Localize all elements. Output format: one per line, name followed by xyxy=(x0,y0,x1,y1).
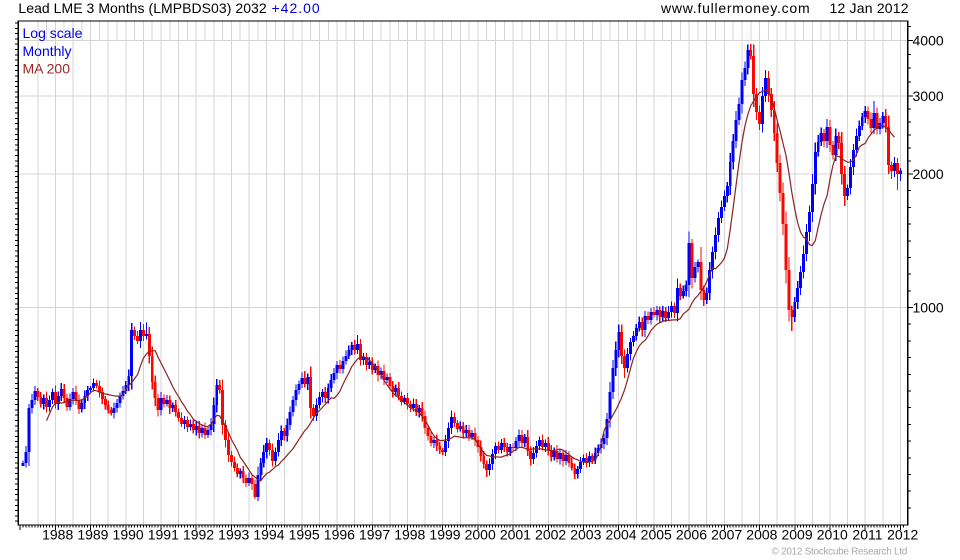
svg-text:12 Jan 2012: 12 Jan 2012 xyxy=(830,0,909,16)
svg-text:2008: 2008 xyxy=(746,527,777,543)
svg-text:2000: 2000 xyxy=(465,527,496,543)
svg-text:www.fullermoney.com: www.fullermoney.com xyxy=(660,0,810,16)
svg-text:1990: 1990 xyxy=(113,527,144,543)
svg-text:2000: 2000 xyxy=(913,166,944,182)
svg-text:2005: 2005 xyxy=(641,527,672,543)
svg-text:4000: 4000 xyxy=(913,33,944,49)
svg-text:2011: 2011 xyxy=(852,527,882,543)
svg-text:MA 200: MA 200 xyxy=(23,60,71,76)
svg-text:1996: 1996 xyxy=(324,527,355,543)
svg-text:2004: 2004 xyxy=(605,527,636,543)
svg-text:Lead LME 3 Months (LMPBDS03) 2: Lead LME 3 Months (LMPBDS03) 2032 xyxy=(18,0,267,16)
svg-text:2009: 2009 xyxy=(781,527,812,543)
svg-text:Log scale: Log scale xyxy=(23,25,83,41)
svg-text:1994: 1994 xyxy=(253,527,284,543)
svg-text:2006: 2006 xyxy=(676,527,707,543)
svg-text:3000: 3000 xyxy=(913,88,944,104)
svg-text:2003: 2003 xyxy=(570,527,601,543)
svg-text:+42.00: +42.00 xyxy=(272,0,321,16)
svg-text:1991: 1991 xyxy=(148,527,179,543)
svg-text:Monthly: Monthly xyxy=(23,43,72,59)
svg-text:2012: 2012 xyxy=(887,527,918,543)
svg-text:2010: 2010 xyxy=(817,527,848,543)
svg-text:1000: 1000 xyxy=(913,300,944,316)
svg-text:© 2012 Stockcube Research Ltd: © 2012 Stockcube Research Ltd xyxy=(772,546,907,557)
svg-text:1999: 1999 xyxy=(429,527,460,543)
svg-text:2002: 2002 xyxy=(535,527,566,543)
svg-text:1998: 1998 xyxy=(394,527,425,543)
svg-text:1988: 1988 xyxy=(42,527,73,543)
svg-text:1993: 1993 xyxy=(218,527,249,543)
svg-text:1989: 1989 xyxy=(77,527,108,543)
svg-text:2001: 2001 xyxy=(500,527,531,543)
svg-text:1997: 1997 xyxy=(359,527,390,543)
svg-text:1992: 1992 xyxy=(183,527,214,543)
svg-text:2007: 2007 xyxy=(711,527,742,543)
svg-text:1995: 1995 xyxy=(289,527,320,543)
